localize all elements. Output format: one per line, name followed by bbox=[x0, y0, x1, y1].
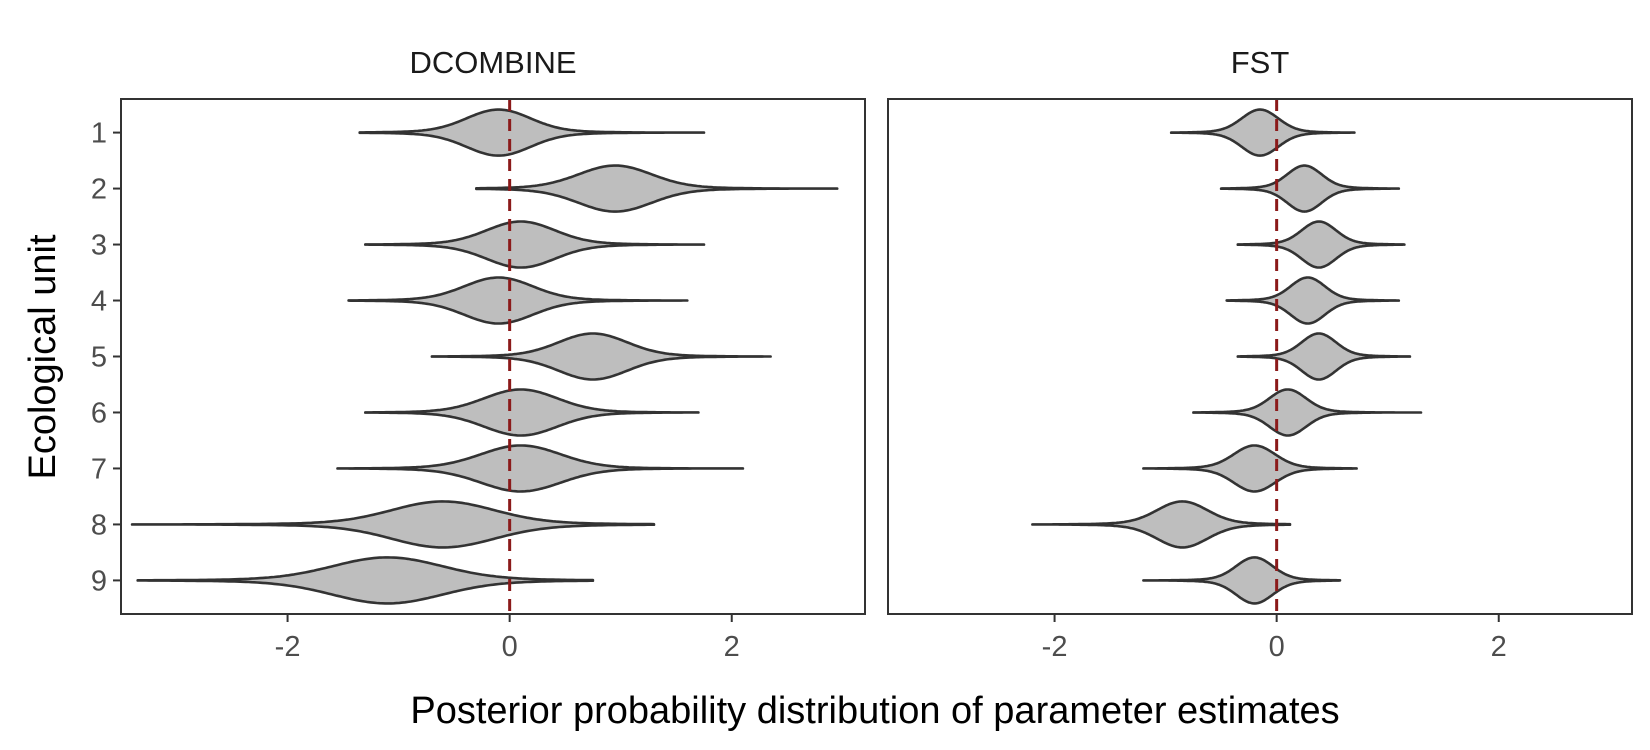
violin-unit-6 bbox=[1192, 388, 1423, 437]
violin-unit-1 bbox=[358, 108, 706, 157]
violin-unit-2 bbox=[1219, 164, 1401, 213]
violin-unit-1 bbox=[1169, 108, 1356, 157]
violin-unit-7 bbox=[336, 444, 745, 493]
x-tick-label: -2 bbox=[1042, 631, 1068, 663]
violin-unit-7 bbox=[1142, 444, 1358, 493]
y-tick-label: 5 bbox=[91, 342, 107, 374]
violin-unit-3 bbox=[364, 220, 706, 269]
violin-unit-5 bbox=[1236, 332, 1412, 381]
x-tick-label: 2 bbox=[1491, 631, 1507, 663]
violin-unit-6 bbox=[364, 388, 700, 437]
y-axis-title: Ecological unit bbox=[22, 234, 64, 479]
y-tick-label: 3 bbox=[91, 230, 107, 262]
x-axis-title: Posterior probability distribution of pa… bbox=[410, 690, 1339, 732]
panels-layer: DCOMBINE -2 0 2 FST -2 0 2 bbox=[120, 45, 1633, 663]
y-tick-label: 1 bbox=[91, 118, 107, 150]
violin-unit-9 bbox=[136, 556, 595, 605]
y-tick-label: 7 bbox=[91, 453, 107, 485]
x-tick-label: -2 bbox=[275, 631, 301, 663]
violin-unit-3 bbox=[1236, 220, 1406, 269]
panel-dcombine: DCOMBINE -2 0 2 bbox=[120, 45, 866, 663]
y-tick-label: 2 bbox=[91, 174, 107, 206]
violin-unit-8 bbox=[1031, 500, 1292, 549]
violin-unit-8 bbox=[130, 500, 656, 549]
x-tick-label: 0 bbox=[502, 631, 518, 663]
y-tick-label: 9 bbox=[91, 565, 107, 597]
violin-unit-5 bbox=[430, 332, 772, 381]
y-tick-label: 8 bbox=[91, 509, 107, 541]
facet-title: DCOMBINE bbox=[409, 45, 576, 80]
x-tick-label: 2 bbox=[724, 631, 740, 663]
violin-unit-2 bbox=[475, 164, 839, 213]
violin-unit-4 bbox=[1225, 276, 1401, 325]
violin-unit-9 bbox=[1142, 556, 1342, 605]
y-axis: 1 2 3 4 5 6 7 8 9 bbox=[91, 118, 121, 597]
y-tick-label: 6 bbox=[91, 397, 107, 429]
panel-fst: FST -2 0 2 bbox=[887, 45, 1633, 663]
facet-title: FST bbox=[1231, 45, 1290, 80]
violin-unit-4 bbox=[347, 276, 689, 325]
x-tick-label: 0 bbox=[1269, 631, 1285, 663]
panel-border bbox=[887, 98, 1633, 615]
y-tick-label: 4 bbox=[91, 286, 107, 318]
